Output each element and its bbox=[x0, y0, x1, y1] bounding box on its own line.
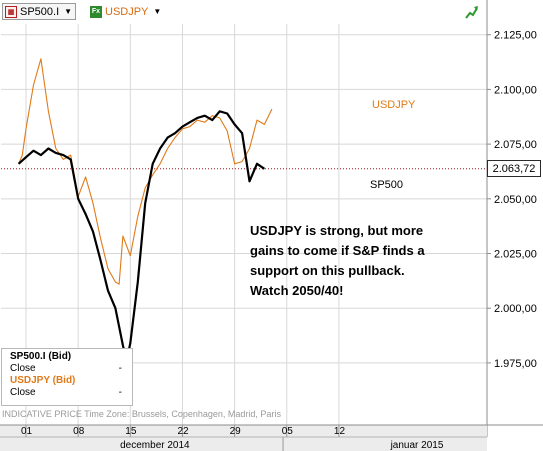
current-price-tag: 2.063,72 bbox=[487, 160, 541, 177]
chevron-down-icon[interactable]: ▼ bbox=[153, 7, 162, 16]
chart-icon: ▦ bbox=[5, 5, 17, 18]
toolbar: ▦ SP500.I ▼ Fx USDJPY ▼ bbox=[0, 0, 543, 24]
legend-field: Close bbox=[10, 387, 36, 398]
comment-line: gains to come if S&P finds a bbox=[250, 243, 425, 258]
x-axis-band bbox=[0, 425, 487, 451]
y-tick-label: 2.125,00 bbox=[494, 30, 537, 42]
month-label: januar 2015 bbox=[390, 440, 444, 451]
instrument-selector-usdjpy[interactable]: Fx USDJPY ▼ bbox=[88, 3, 164, 20]
y-tick-label: 2.100,00 bbox=[494, 84, 537, 96]
sp500-series-label: SP500 bbox=[370, 179, 404, 191]
x-tick-label: 12 bbox=[334, 426, 346, 437]
comment-line: Watch 2050/40! bbox=[250, 283, 344, 298]
comment-line: USDJPY is strong, but more bbox=[250, 223, 424, 238]
series-line-sp500 bbox=[17, 110, 266, 362]
comment-line: support on this pullback. bbox=[250, 263, 405, 278]
legend-value: - bbox=[118, 387, 122, 398]
x-tick-label: 29 bbox=[230, 426, 242, 437]
y-tick-label: 2.000,00 bbox=[494, 303, 537, 315]
legend-value: - bbox=[118, 363, 122, 374]
x-tick-label: 15 bbox=[125, 426, 137, 437]
legend-series-title: SP500.I (Bid) bbox=[10, 351, 72, 362]
legend-series-title: USDJPY (Bid) bbox=[10, 375, 76, 386]
usdjpy-series-label: USDJPY bbox=[372, 99, 416, 111]
legend-row: Close - bbox=[10, 363, 132, 375]
x-tick-label: 05 bbox=[282, 426, 294, 437]
instrument-label: USDJPY bbox=[105, 5, 149, 18]
timezone-note: INDICATIVE PRICE Time Zone: Brussels, Co… bbox=[2, 409, 281, 419]
y-tick-label: 2.075,00 bbox=[494, 139, 537, 151]
legend-panel: SP500.I (Bid) Close - USDJPY (Bid) Close… bbox=[1, 348, 133, 406]
x-axis: 01 08 15 22 29 05 12 december 2014 januar 2015 bbox=[0, 424, 543, 451]
x-tick-label: 22 bbox=[177, 426, 189, 437]
legend-field: Close bbox=[10, 363, 36, 374]
analysis-comment: USDJPY is strong, but more gains to come… bbox=[250, 221, 480, 301]
y-tick-label: 2.050,00 bbox=[494, 194, 537, 206]
fx-icon: Fx bbox=[90, 5, 102, 18]
y-tick-label: 2.025,00 bbox=[494, 249, 537, 261]
x-tick-label: 08 bbox=[73, 426, 85, 437]
x-tick-label: 01 bbox=[21, 426, 33, 437]
series-line-usdjpy bbox=[18, 58, 273, 285]
y-tick-label: 1.975,00 bbox=[494, 358, 537, 370]
instrument-selector-sp500[interactable]: ▦ SP500.I ▼ bbox=[2, 3, 76, 20]
y-axis: 2.125,00 2.100,00 2.075,00 2.050,00 2.025,00… bbox=[486, 0, 537, 437]
legend-row: Close - bbox=[10, 387, 132, 399]
green-trend-arrow-icon[interactable] bbox=[465, 4, 479, 20]
chevron-down-icon[interactable]: ▼ bbox=[64, 7, 73, 16]
plot-area bbox=[1, 24, 487, 425]
instrument-label: SP500.I bbox=[20, 5, 60, 18]
month-label: december 2014 bbox=[120, 440, 190, 451]
